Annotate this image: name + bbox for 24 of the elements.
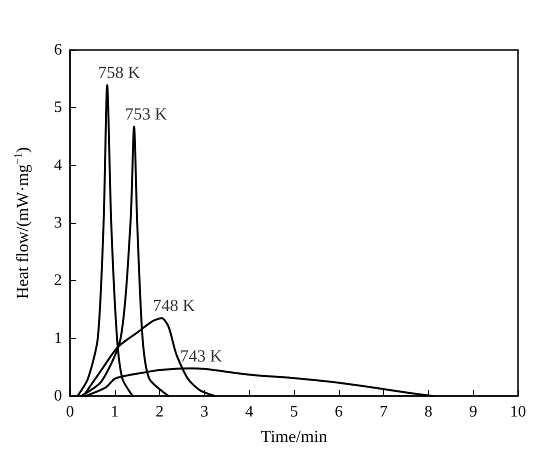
- y-tick-label: 5: [54, 99, 62, 116]
- x-tick-label: 10: [510, 404, 526, 420]
- x-tick-label: 9: [469, 404, 478, 420]
- x-tick-label: 6: [334, 404, 343, 420]
- y-tick-label: 4: [54, 156, 62, 174]
- y-axis-title: Heat flow/(mW·mg−1): [12, 147, 32, 299]
- x-tick-label: 4: [245, 404, 254, 420]
- y-tick-label: 6: [54, 42, 62, 58]
- y-tick-label: 0: [54, 388, 62, 404]
- x-axis-title: Time/min: [260, 427, 328, 446]
- y-tick-label: 1: [54, 330, 62, 347]
- x-tick-label: 2: [156, 404, 164, 420]
- y-tick-label: 3: [54, 214, 62, 232]
- annotation: 743 K: [180, 346, 223, 366]
- x-tick-label: 1: [110, 404, 119, 420]
- x-tick-label: 3: [200, 404, 208, 420]
- x-tick-label: 7: [380, 404, 388, 420]
- x-tick-label: 0: [66, 404, 74, 420]
- y-tick-label: 2: [54, 272, 62, 290]
- annotation: 758 K: [98, 63, 141, 82]
- annotation: 753 K: [125, 104, 168, 124]
- annotation: 748 K: [152, 296, 196, 316]
- x-tick-label: 5: [290, 404, 298, 420]
- x-tick-label: 8: [424, 404, 432, 420]
